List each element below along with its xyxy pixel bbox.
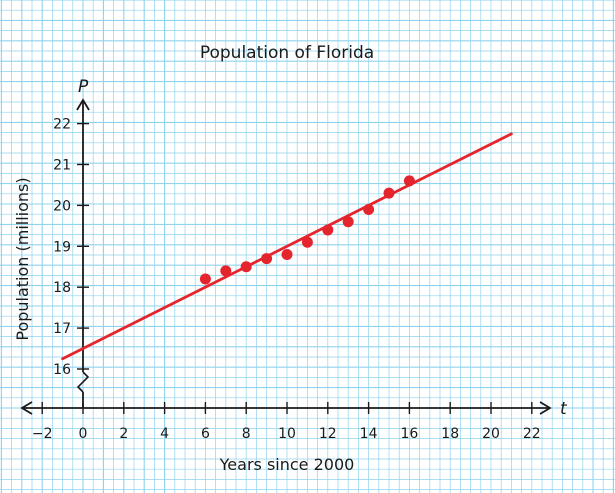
x-tick-label: 18 [441,426,459,442]
y-tick-label: 18 [53,280,71,296]
data-point [383,187,395,199]
x-tick-label: 22 [523,426,541,442]
x-axis-right-arrow [539,401,552,415]
trend-line-group [61,132,513,361]
y-tick-label: 19 [53,239,71,255]
x-axis-title: Years since 2000 [219,455,355,474]
x-tick-label: 2 [119,426,128,442]
x-tick-label: 12 [319,426,337,442]
x-tick-label: 20 [482,426,500,442]
x-tick-label: −2 [32,426,53,442]
chart-title: Population of Florida [200,43,374,63]
x-tick-label: 6 [201,426,210,442]
trend-line [61,132,513,361]
x-tick-label: 0 [79,426,88,442]
x-tick-label: 8 [242,426,251,442]
data-point [261,253,273,265]
data-point [281,248,293,260]
y-tick-label: 16 [53,362,71,378]
x-tick-label: 14 [360,426,378,442]
data-point [403,175,415,187]
x-tick-label: 16 [400,426,418,442]
x-axis-left-arrow [20,401,33,415]
data-point [199,273,211,285]
data-point [322,224,334,236]
data-point [220,265,232,277]
y-tick-label: 20 [53,198,71,214]
ticks: −2 0 2 4 6 8 10 12 14 16 18 20 22 16 17 18 19 20 21 22 [32,117,541,442]
x-tick-label: 10 [278,426,296,442]
y-axis-arrow [76,98,90,111]
data-points [199,175,415,285]
y-axis-variable: P [78,77,89,97]
x-axis-variable: t [560,399,568,419]
axes [20,98,552,415]
y-tick-label: 17 [53,321,71,337]
y-axis-break [76,371,90,393]
data-point [363,203,375,215]
x-tick-label: 4 [160,426,169,442]
data-point [240,261,252,273]
y-tick-label: 21 [53,158,71,174]
data-point [342,216,354,228]
y-axis-title: Population (millions) [13,177,32,340]
y-tick-label: 22 [53,117,71,133]
data-point [301,236,313,248]
